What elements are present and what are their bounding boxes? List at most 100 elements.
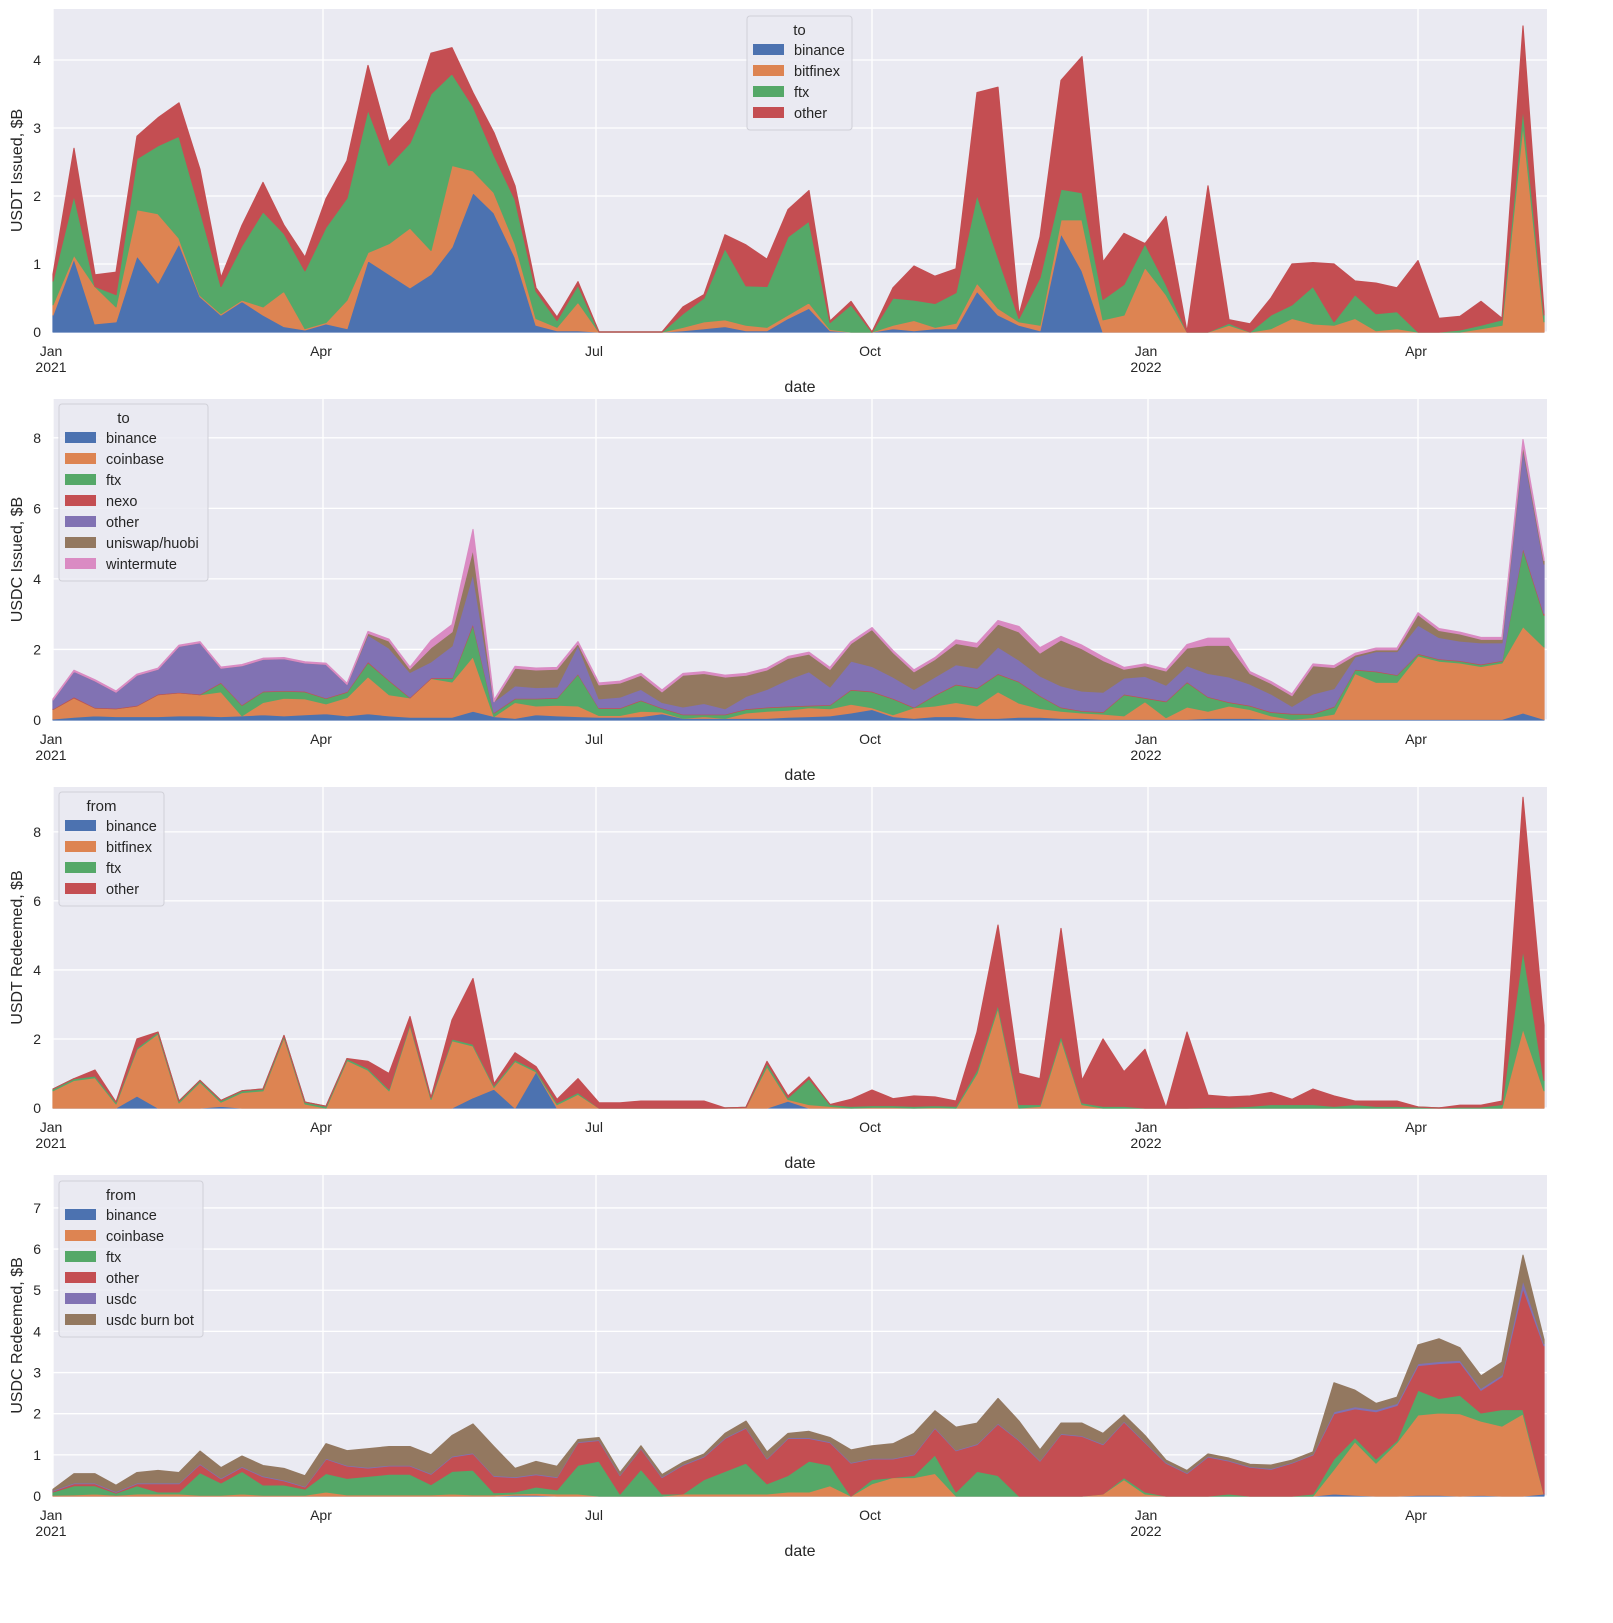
- y-tick-label: 4: [33, 52, 41, 68]
- x-tick-label: Oct: [859, 1507, 881, 1523]
- x-tick-label: Oct: [859, 731, 881, 747]
- legend-label: binance: [106, 819, 157, 835]
- x-tick-label: Apr: [1405, 343, 1427, 359]
- y-tick-label: 3: [33, 1365, 41, 1381]
- legend-label: binance: [106, 431, 157, 447]
- x-tick-label: Jul: [585, 731, 603, 747]
- legend-label: coinbase: [106, 1229, 164, 1245]
- legend-swatch-nexo: [65, 495, 96, 506]
- y-tick-label: 4: [33, 962, 41, 978]
- y-axis-label: USDC Redeemed, $B: [9, 1257, 26, 1414]
- legend-swatch-ftx: [65, 474, 96, 485]
- x-tick-label: Jan: [1135, 1119, 1158, 1135]
- x-tick-sublabel: 2022: [1130, 359, 1161, 375]
- legend-label: binance: [794, 43, 845, 59]
- legend-title: to: [117, 410, 130, 427]
- y-tick-label: 2: [33, 1031, 41, 1047]
- legend-swatch-usdc-burn-bot: [65, 1314, 96, 1325]
- x-tick-label: Jan: [40, 1119, 63, 1135]
- legend: from binance coinbase ftx other usdc usdc burn…: [58, 1180, 204, 1338]
- x-tick-label: Jan: [1135, 731, 1158, 747]
- x-tick-sublabel: 2022: [1130, 747, 1161, 763]
- x-tick-sublabel: 2021: [35, 1135, 66, 1151]
- legend-swatch-coinbase: [65, 1230, 96, 1241]
- legend-label: bitfinex: [794, 64, 841, 80]
- x-tick-label: Jul: [585, 343, 603, 359]
- legend: from binance bitfinex ftx other: [58, 791, 165, 907]
- area-series-other: [52, 796, 1545, 1109]
- legend-swatch-wintermute: [65, 558, 96, 569]
- x-tick-sublabel: 2022: [1130, 1135, 1161, 1151]
- x-tick-label: Jan: [40, 731, 63, 747]
- y-tick-label: 6: [33, 1241, 41, 1257]
- y-tick-label: 8: [33, 430, 41, 446]
- area-series-wintermute: [52, 438, 1545, 703]
- legend-swatch-other: [65, 516, 96, 527]
- area-series-usdc-burn-bot: [52, 1254, 1545, 1493]
- legend-label: ftx: [794, 85, 810, 101]
- x-tick-label: Jan: [40, 1507, 63, 1523]
- x-tick-label: Apr: [310, 731, 332, 747]
- y-tick-label: 4: [33, 1323, 41, 1339]
- legend: to binance bitfinex ftx other: [746, 15, 853, 131]
- x-axis-label: date: [784, 1543, 815, 1560]
- legend-title: from: [87, 798, 117, 815]
- x-tick-label: Jan: [1135, 343, 1158, 359]
- legend-swatch-usdc: [65, 1293, 96, 1304]
- legend-swatch-ftx: [753, 86, 784, 97]
- legend-label: other: [106, 515, 139, 531]
- legend-label: usdc burn bot: [106, 1313, 194, 1329]
- y-tick-label: 0: [33, 712, 41, 728]
- y-axis-label: USDC Issued, $B: [9, 497, 26, 622]
- x-tick-label: Apr: [1405, 731, 1427, 747]
- legend-label: ftx: [106, 861, 122, 877]
- legend-swatch-binance: [65, 432, 96, 443]
- legend-label: wintermute: [105, 557, 177, 573]
- x-axis-label: date: [784, 379, 815, 396]
- legend: to binance coinbase ftx nexo other uniswap/huo…: [58, 403, 209, 582]
- x-tick-label: Apr: [310, 1119, 332, 1135]
- y-tick-label: 2: [33, 1406, 41, 1422]
- x-axis-label: date: [784, 1155, 815, 1172]
- x-tick-label: Apr: [1405, 1507, 1427, 1523]
- legend-swatch-ftx: [65, 862, 96, 873]
- plot-area: [53, 787, 1547, 1108]
- legend-label: other: [794, 106, 827, 122]
- legend-title: to: [793, 22, 806, 39]
- legend-swatch-other: [753, 107, 784, 118]
- legend-title: from: [106, 1187, 136, 1204]
- y-axis-label: USDT Issued, $B: [9, 109, 26, 232]
- y-tick-label: 2: [33, 188, 41, 204]
- legend-label: binance: [106, 1208, 157, 1224]
- y-tick-label: 5: [33, 1282, 41, 1298]
- y-tick-label: 8: [33, 824, 41, 840]
- legend-swatch-uniswap-huobi: [65, 537, 96, 548]
- y-tick-label: 1: [33, 1447, 41, 1463]
- area-series-other: [52, 25, 1545, 333]
- legend-swatch-coinbase: [65, 453, 96, 464]
- legend-label: other: [106, 882, 139, 898]
- x-tick-label: Jul: [585, 1119, 603, 1135]
- x-tick-sublabel: 2022: [1130, 1523, 1161, 1539]
- y-tick-label: 1: [33, 256, 41, 272]
- y-tick-label: 0: [33, 1488, 41, 1504]
- legend-label: usdc: [106, 1292, 137, 1308]
- legend-label: ftx: [106, 473, 122, 489]
- x-tick-label: Apr: [310, 343, 332, 359]
- x-tick-label: Jan: [40, 343, 63, 359]
- x-tick-sublabel: 2021: [35, 747, 66, 763]
- legend-label: ftx: [106, 1250, 122, 1266]
- y-tick-label: 2: [33, 641, 41, 657]
- y-axis-label: USDT Redeemed, $B: [9, 870, 26, 1024]
- y-tick-label: 6: [33, 893, 41, 909]
- legend-swatch-binance: [753, 44, 784, 55]
- x-tick-label: Oct: [859, 343, 881, 359]
- legend-swatch-binance: [65, 820, 96, 831]
- x-tick-label: Apr: [310, 1507, 332, 1523]
- legend-label: coinbase: [106, 452, 164, 468]
